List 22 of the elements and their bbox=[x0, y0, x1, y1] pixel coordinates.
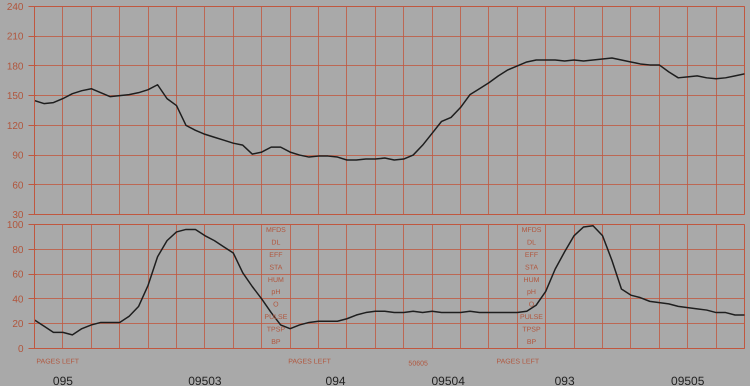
y-tick-label: 90 bbox=[12, 150, 24, 162]
text: 09505 bbox=[671, 374, 705, 386]
y-tick-label: 20 bbox=[12, 319, 24, 330]
y-tick-label: 180 bbox=[6, 61, 24, 72]
y-tick-label: 100 bbox=[6, 220, 24, 231]
y-tick-label: 40 bbox=[12, 294, 24, 306]
y-tick-label: 150 bbox=[6, 91, 24, 102]
y-tick-label: 240 bbox=[6, 2, 24, 13]
text: 093 bbox=[554, 374, 575, 386]
text: 09504 bbox=[432, 374, 466, 386]
y-tick-label: 80 bbox=[12, 244, 24, 256]
text: 095 bbox=[52, 374, 74, 386]
y-tick-label: 60 bbox=[12, 270, 24, 281]
y-tick-label: 0 bbox=[18, 344, 24, 355]
line-series bbox=[34, 224, 744, 336]
text: 09503 bbox=[188, 374, 222, 386]
y-tick-label: 30 bbox=[12, 210, 24, 221]
text: 094 bbox=[326, 374, 346, 386]
y-tick-label: 210 bbox=[6, 32, 24, 43]
line-series bbox=[34, 57, 744, 161]
y-tick-label: 120 bbox=[6, 120, 24, 132]
y-tick-label: 60 bbox=[12, 180, 24, 192]
